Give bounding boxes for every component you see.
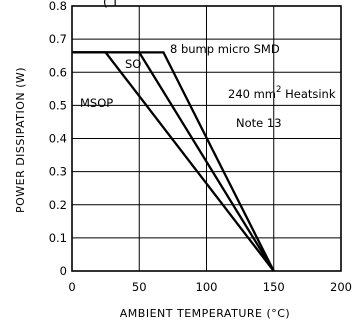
heatsink-suffix: Heatsink: [281, 87, 335, 101]
y-tick-label: 0.3: [49, 165, 67, 179]
x-tick-label: 100: [196, 280, 218, 294]
heatsink-prefix: 240 mm: [228, 87, 276, 101]
heatsink-annotation: 240 mm2 Heatsink: [228, 85, 336, 101]
note-annotation: Note 13: [236, 116, 282, 130]
x-tick-labels: 0 50 100 150 200: [68, 280, 352, 294]
x-axis-title: AMBIENT TEMPERATURE (°C): [120, 307, 290, 320]
x-tick-label: 200: [330, 280, 352, 294]
y-tick-label: 0: [60, 264, 67, 278]
plot-frame: [71, 5, 342, 272]
chart-title-fragment: ( T: [103, 0, 119, 9]
y-tick-label: 0.8: [49, 0, 67, 13]
y-tick-label: 0.6: [49, 65, 67, 79]
series-lines: [72, 51, 275, 272]
y-tick-label: 0.1: [49, 231, 67, 245]
heatsink-exponent: 2: [276, 85, 281, 95]
x-tick-label: 150: [263, 280, 285, 294]
x-tick-label: 0: [68, 280, 75, 294]
grid: [72, 6, 341, 271]
series-line-8-bump-micro-smd: [72, 51, 275, 272]
series-label-msop: MSOP: [80, 96, 113, 110]
y-tick-label: 0.2: [49, 198, 67, 212]
y-axis-title: POWER DISSIPATION (W): [14, 67, 27, 213]
series-label-8-bump-micro-smd: 8 bump micro SMD: [170, 42, 280, 56]
y-tick-label: 0.4: [49, 132, 67, 146]
series-label-so: SO: [125, 57, 141, 71]
y-tick-labels: 0 0.1 0.2 0.3 0.4 0.5 0.6 0.7 0.8: [49, 0, 67, 278]
y-tick-label: 0.5: [49, 98, 67, 112]
y-tick-label: 0.7: [49, 32, 67, 46]
x-tick-label: 50: [132, 280, 147, 294]
